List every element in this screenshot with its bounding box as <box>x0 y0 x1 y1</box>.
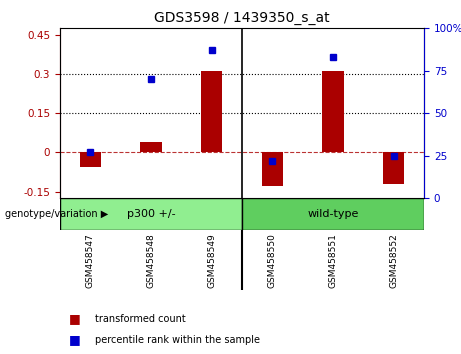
Title: GDS3598 / 1439350_s_at: GDS3598 / 1439350_s_at <box>154 11 330 24</box>
Text: GSM458547: GSM458547 <box>86 233 95 288</box>
Text: wild-type: wild-type <box>307 209 359 219</box>
Text: GSM458550: GSM458550 <box>268 233 277 288</box>
Bar <box>80 153 101 167</box>
Bar <box>322 72 344 153</box>
Text: genotype/variation ▶: genotype/variation ▶ <box>5 209 108 219</box>
Text: GSM458548: GSM458548 <box>147 233 155 288</box>
Text: GSM458552: GSM458552 <box>389 233 398 288</box>
Text: GSM458549: GSM458549 <box>207 233 216 288</box>
Text: ■: ■ <box>69 333 81 346</box>
Text: ■: ■ <box>69 312 81 325</box>
Bar <box>140 142 162 153</box>
Bar <box>262 153 283 187</box>
Bar <box>242 198 424 230</box>
Text: transformed count: transformed count <box>95 314 185 324</box>
Text: GSM458551: GSM458551 <box>329 233 337 288</box>
Bar <box>383 153 404 184</box>
Bar <box>201 72 222 153</box>
Bar <box>60 198 242 230</box>
Text: percentile rank within the sample: percentile rank within the sample <box>95 335 260 345</box>
Text: p300 +/-: p300 +/- <box>127 209 175 219</box>
